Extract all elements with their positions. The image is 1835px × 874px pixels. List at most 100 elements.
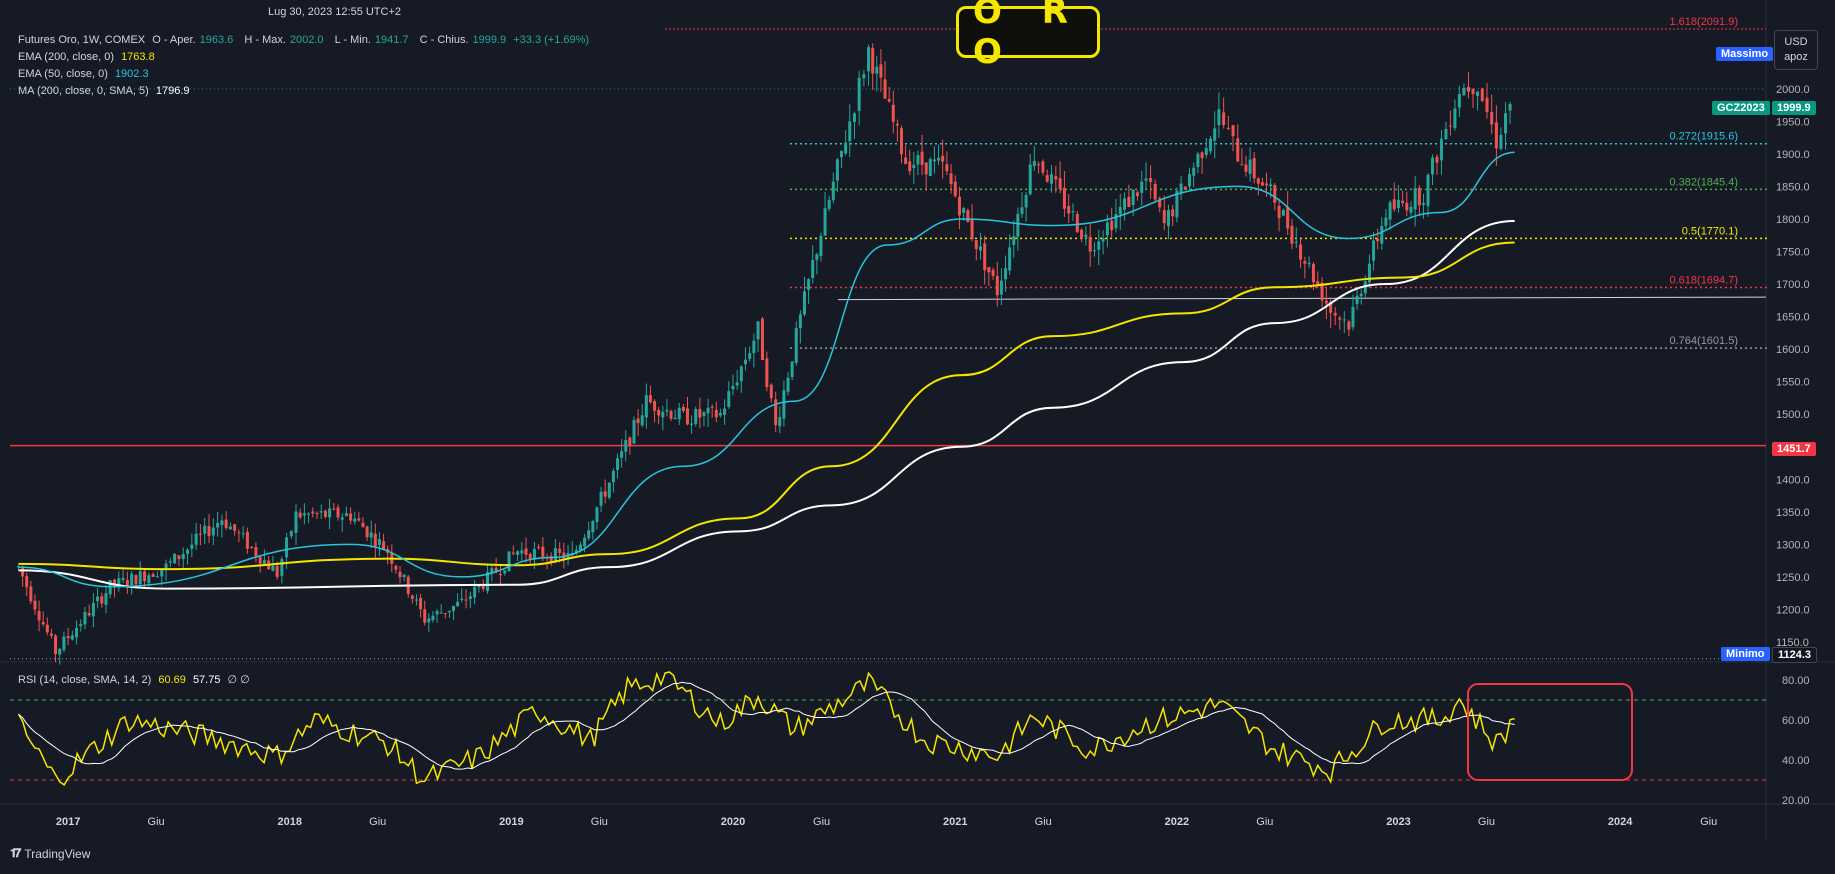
candle-body	[599, 491, 603, 506]
candle-body	[558, 548, 562, 553]
open-value: 1963.6	[199, 34, 234, 46]
candle-body	[636, 418, 640, 424]
candle-body	[1075, 214, 1079, 233]
price-tick-label: 1750.0	[1776, 247, 1810, 259]
candle-body	[1307, 262, 1311, 265]
candle-body	[1204, 148, 1208, 156]
candle-body	[690, 423, 694, 425]
candle-body	[138, 571, 142, 585]
candle-body	[1422, 202, 1426, 205]
ema50-legend[interactable]: EMA (50, close, 0) 1902.3	[18, 68, 153, 80]
candle-body	[1153, 183, 1157, 200]
candle-body	[62, 636, 66, 650]
candle-body	[811, 260, 815, 279]
tradingview-logo[interactable]: 𝟏𝟕 TradingView	[10, 846, 90, 861]
close-value: 1999.9	[472, 34, 507, 46]
candle-body	[336, 507, 340, 518]
candle-body	[912, 164, 916, 168]
candle-body	[669, 411, 673, 419]
candle-body	[220, 520, 224, 526]
ema200-legend[interactable]: EMA (200, close, 0) 1763.8	[18, 51, 159, 63]
candle-body	[1200, 152, 1204, 159]
price-tick-label: 1800.0	[1776, 214, 1810, 226]
candle-body	[953, 181, 957, 197]
candle-body	[254, 547, 258, 557]
candle-body	[285, 537, 289, 558]
candle-body	[1131, 189, 1135, 206]
candle-body	[524, 548, 528, 555]
candle-body	[644, 395, 648, 418]
candle-body	[941, 155, 945, 162]
candle-body	[1277, 205, 1281, 218]
rsi-legend[interactable]: RSI (14, close, SMA, 14, 2) 60.69 57.75 …	[18, 673, 254, 686]
time-tick-label: Giu	[1256, 816, 1273, 828]
candle-body	[181, 553, 185, 560]
candle-body	[1008, 247, 1012, 271]
candle-body	[1320, 282, 1324, 301]
candle-body	[677, 407, 681, 420]
candle-body	[1240, 164, 1244, 166]
candle-body	[507, 551, 511, 572]
candle-body	[852, 113, 856, 123]
candle-body	[769, 384, 773, 399]
candle-body	[827, 199, 831, 209]
candle-body	[96, 596, 100, 602]
candle-body	[1359, 293, 1363, 297]
candle-body	[503, 570, 507, 574]
candle-body	[1196, 153, 1200, 167]
candle-body	[1080, 229, 1084, 239]
candle-body	[1303, 261, 1307, 264]
candle-body	[1084, 234, 1088, 238]
candle-body	[302, 513, 306, 516]
candle-body	[1024, 194, 1028, 208]
candle-body	[1462, 87, 1466, 96]
candle-body	[807, 279, 811, 291]
time-tick-label: Giu	[1035, 816, 1052, 828]
candle-body	[298, 512, 302, 518]
candle-body	[319, 511, 323, 513]
candle-body	[1490, 112, 1494, 125]
candle-body	[1058, 178, 1062, 189]
price-tick-label: 1600.0	[1776, 344, 1810, 356]
ma200-legend[interactable]: MA (200, close, 0, SMA, 5) 1796.9	[18, 85, 194, 97]
candle-body	[100, 596, 104, 604]
candle-body	[1217, 109, 1221, 126]
candle-body	[1179, 183, 1183, 194]
candle-body	[447, 610, 451, 613]
candle-body	[373, 533, 377, 547]
candle-body	[315, 513, 319, 515]
ohlc-legend[interactable]: Futures Oro, 1W, COMEX O - Aper. 1963.6 H…	[18, 34, 593, 46]
candle-body	[978, 246, 982, 251]
candle-body	[867, 47, 871, 72]
candle-body	[731, 385, 735, 390]
candle-body	[1045, 175, 1049, 182]
candle-body	[1384, 217, 1388, 226]
candle-body	[1028, 164, 1032, 195]
price-tick-label: 1250.0	[1776, 572, 1810, 584]
candle-body	[54, 635, 58, 655]
candle-body	[1485, 97, 1489, 113]
candle-body	[1457, 94, 1461, 108]
candle-body	[443, 613, 447, 615]
candle-body	[1192, 167, 1196, 176]
ema200-value: 1763.8	[121, 51, 155, 63]
candle-body	[427, 618, 431, 623]
candle-body	[1110, 220, 1114, 231]
candle-body	[1158, 198, 1162, 208]
candle-body	[1222, 112, 1226, 126]
candle-body	[1071, 211, 1075, 213]
candle-body	[991, 269, 995, 276]
candle-body	[1355, 295, 1359, 305]
currency-button[interactable]: USD apoz	[1774, 30, 1818, 70]
candle-body	[628, 437, 632, 446]
time-tick-label: 2017	[56, 816, 80, 828]
candle-body	[932, 159, 936, 162]
candle-body	[203, 525, 207, 534]
candle-body	[974, 240, 978, 250]
candle-body	[1144, 178, 1148, 181]
candle-body	[1290, 225, 1294, 244]
candle-body	[1067, 206, 1071, 214]
candle-body	[207, 526, 211, 537]
